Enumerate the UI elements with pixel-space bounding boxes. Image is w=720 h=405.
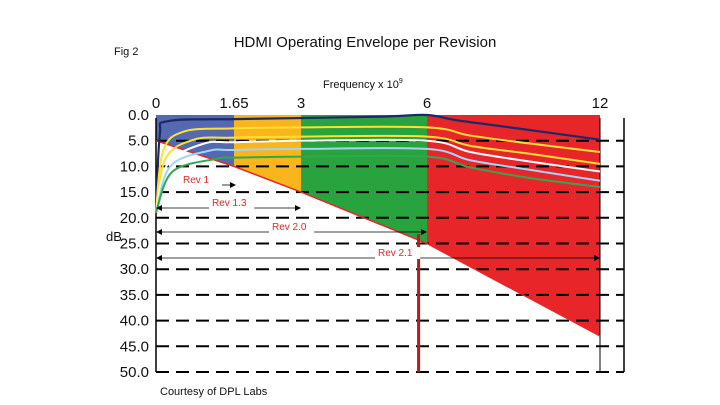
rev-arrow-head-right xyxy=(594,255,600,261)
figure-label: Fig 2 xyxy=(114,46,139,58)
y-tick-label: 40.0 xyxy=(120,313,149,330)
x-axis-label: Frequency x 109 xyxy=(323,78,403,91)
y-tick-label: 50.0 xyxy=(120,364,149,381)
rev-label-bg xyxy=(375,247,421,259)
band-3 xyxy=(427,115,600,337)
rev-label: Rev 1 xyxy=(183,175,210,186)
rev-arrow-head-left xyxy=(156,229,162,235)
x-axis-label-text: Frequency x 10 xyxy=(323,79,399,91)
chart-title: HDMI Operating Envelope per Revision xyxy=(233,34,497,51)
x-tick-label: 3 xyxy=(297,95,305,112)
response-curve-3 xyxy=(155,138,601,213)
rev-label: Rev 2.1 xyxy=(378,248,413,259)
response-curve-5 xyxy=(155,154,601,214)
x-tick-label: 0 xyxy=(152,95,160,112)
y-tick-label: 5.0 xyxy=(128,133,149,150)
response-curve-2 xyxy=(155,134,601,213)
rev-arrow-head xyxy=(230,182,236,188)
credit-text: Courtesy of DPL Labs xyxy=(160,386,268,398)
x-axis-label-exponent: 9 xyxy=(398,78,403,85)
rev-arrow-head-right xyxy=(421,229,427,235)
x-tick-label: 12 xyxy=(592,95,609,112)
y-tick-label: 15.0 xyxy=(120,184,149,201)
envelope-edge xyxy=(155,139,601,337)
response-curve-0 xyxy=(154,113,601,213)
rev-arrow-head-left xyxy=(156,205,162,211)
x-tick-label: 6 xyxy=(423,95,431,112)
y-tick-label: 0.0 xyxy=(128,107,149,124)
y-tick-label: 10.0 xyxy=(120,158,149,175)
band-2 xyxy=(301,115,427,244)
response-curve-1 xyxy=(155,125,601,213)
rev-arrow-head-left xyxy=(156,255,162,261)
response-curve-4 xyxy=(155,147,601,213)
y-tick-label: 45.0 xyxy=(120,338,149,355)
y-tick-label: 35.0 xyxy=(120,287,149,304)
rev-label-bg xyxy=(269,221,315,233)
y-axis-label: dB xyxy=(106,229,122,244)
y-tick-label: 30.0 xyxy=(120,261,149,278)
band-1 xyxy=(234,115,301,193)
rev-label: Rev 2.0 xyxy=(272,222,307,233)
rev-label: Rev 1.3 xyxy=(212,198,247,209)
y-tick-label: 20.0 xyxy=(120,210,149,227)
rev-arrow-head-right xyxy=(295,205,301,211)
rev-label-bg xyxy=(209,197,255,209)
y-tick-label: 25.0 xyxy=(120,236,149,253)
x-tick-label: 1.65 xyxy=(219,95,248,112)
